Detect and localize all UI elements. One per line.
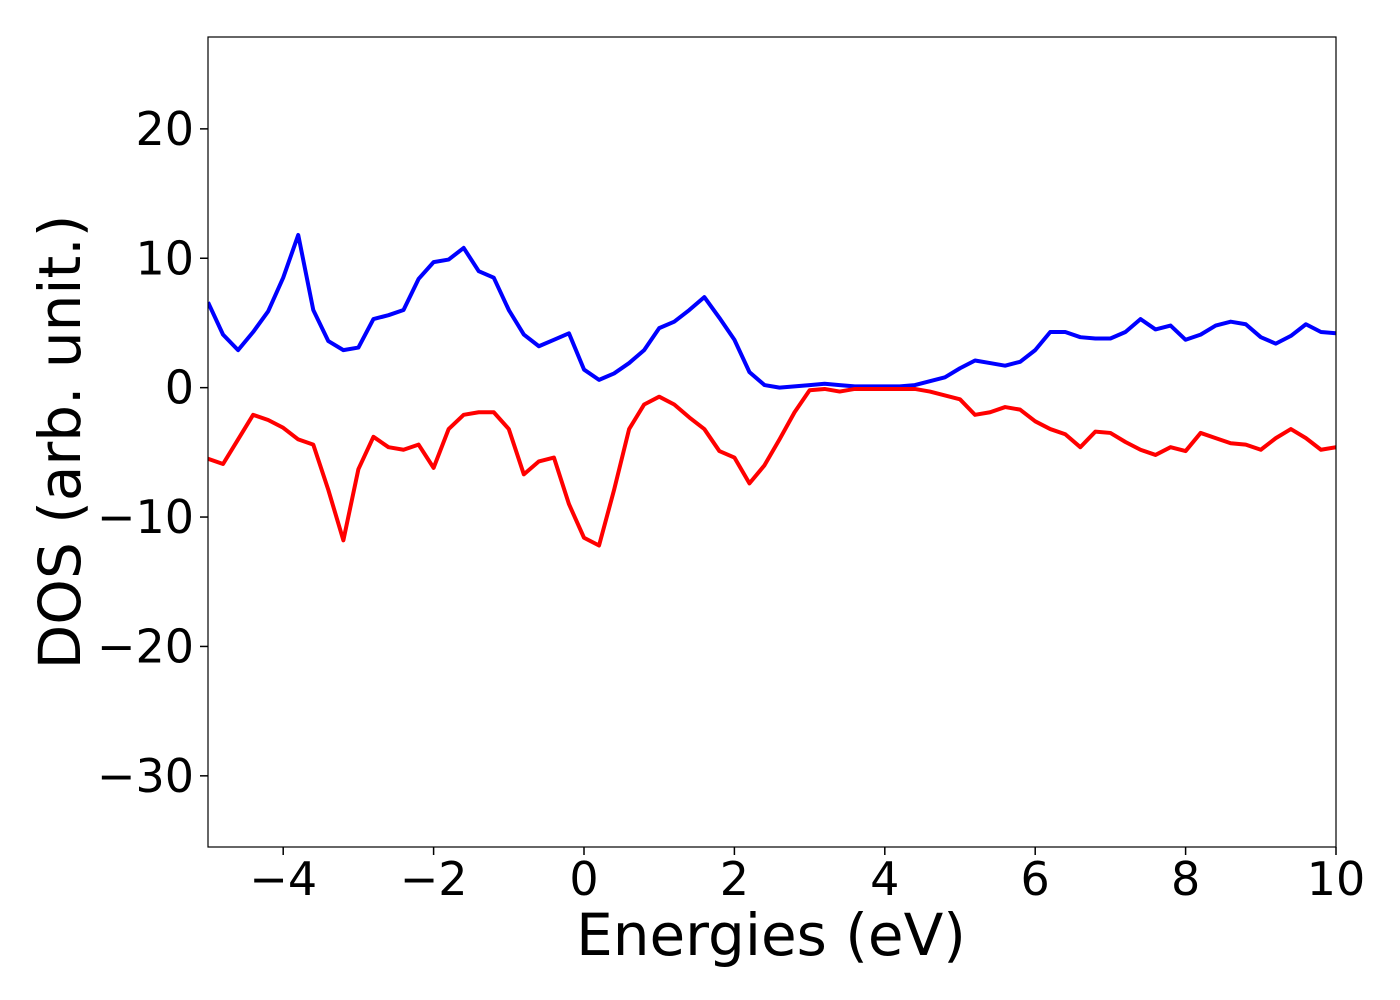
x-tick-label: 2 <box>720 852 749 906</box>
y-tick-label: −10 <box>97 490 194 544</box>
x-tick-label: −2 <box>400 852 468 906</box>
plot-frame <box>207 36 1337 848</box>
x-tick-label: 8 <box>1171 852 1200 906</box>
y-tick-label: 10 <box>135 231 194 285</box>
x-axis-label: Energies (eV) <box>576 901 966 969</box>
y-tick-label: 20 <box>135 102 194 156</box>
x-tick-label: 10 <box>1307 852 1366 906</box>
y-tick-label: 0 <box>165 361 194 415</box>
series-line <box>208 232 1336 390</box>
x-tick-label: 0 <box>569 852 598 906</box>
y-tick-label: −20 <box>97 619 194 673</box>
y-tick-label: −30 <box>97 749 194 803</box>
y-axis-label: DOS (arb. unit.) <box>26 215 94 670</box>
x-tick-label: 4 <box>870 852 899 906</box>
x-tick-label: 6 <box>1021 852 1050 906</box>
series-line <box>208 386 1336 548</box>
x-tick-label: −4 <box>249 852 317 906</box>
